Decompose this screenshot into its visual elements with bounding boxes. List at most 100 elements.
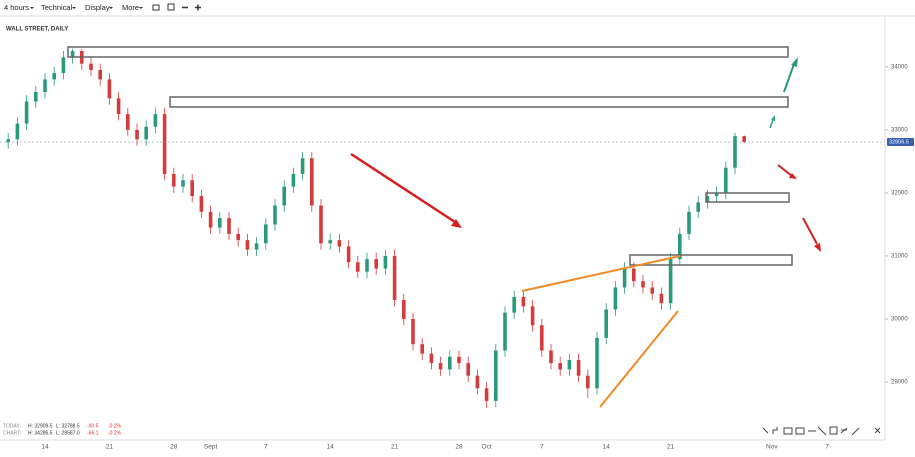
tool-close[interactable] [874,427,881,434]
x-tick-label: Sept [204,444,218,451]
candle-body [466,363,470,376]
candle-body [521,296,526,307]
tool-fib[interactable] [783,427,793,435]
zoom-in-icon[interactable] [195,4,201,11]
candle-body [254,243,259,250]
arrow-head [789,173,797,179]
candle-body [374,259,378,269]
candle-body [668,259,673,304]
info-label: TODAY: [3,423,21,429]
candle-body [70,51,75,58]
tool-cursor[interactable] [762,427,769,434]
zone-rectangle[interactable] [67,46,789,58]
y-tick-label: 30000 [891,317,908,323]
candle-body [586,375,590,389]
candle-body [567,359,572,370]
y-tick-label: 33000 [891,127,908,133]
candle-body [98,69,102,80]
tool-ray[interactable] [817,426,827,436]
candle-body [328,240,332,244]
candle-body [43,79,47,93]
candle-body [162,114,167,174]
candle-body [34,92,38,102]
candle-body [742,136,746,143]
x-tick-label: 21 [106,444,114,451]
candle-body [181,180,185,187]
candle-body [512,296,516,313]
candle-body [365,259,369,272]
candle-body [245,240,250,250]
candle-body [438,363,443,370]
candle-body [650,287,654,294]
candle-body [383,255,388,269]
arrow[interactable] [769,119,774,129]
display-menu[interactable]: Display [85,3,110,12]
tool-pitch[interactable] [840,427,848,434]
x-tick-label: 7 [264,444,268,451]
drawings [67,46,821,408]
candle-body [678,233,682,260]
toolbar: 4 hours Technical Display More [0,3,915,17]
info-change: -66.1 [87,430,99,436]
candle-body [135,129,139,140]
x-tick-label: 7 [825,444,829,451]
tool-grid[interactable] [795,427,805,435]
candle-body [264,224,268,244]
candle-body [227,218,231,234]
caret [72,7,76,9]
candle-body [714,192,719,197]
trend-line[interactable] [521,255,681,292]
candle-body [190,180,194,197]
info-pct: -0.2% [108,430,122,436]
candle-body [632,268,636,282]
info-change: -90.5 [87,423,99,429]
caret [30,7,34,9]
y-tick-label: 29000 [891,380,908,386]
candle-body [107,79,112,99]
candle-body [659,293,664,304]
arrow[interactable] [783,63,795,93]
zone-rectangle[interactable] [705,192,790,203]
info-label: CHART: [3,430,21,436]
tool-line[interactable] [851,427,860,436]
candle-body [494,350,498,401]
candle-body [337,240,342,247]
candle-body [116,98,121,115]
technical-menu[interactable]: Technical [41,3,73,12]
x-tick-label: Oct [482,444,492,451]
candle-body [705,196,710,203]
candle-body [126,114,130,130]
trend-line[interactable] [599,310,679,408]
arrow[interactable] [777,164,793,177]
zone-rectangle[interactable] [629,254,793,266]
zone-rectangle[interactable] [169,96,789,108]
tool-rect[interactable] [829,426,838,435]
candle-body [319,205,323,244]
candle-body [291,173,296,187]
arrow[interactable] [350,152,456,224]
timeframe-menu[interactable]: 4 hours [4,3,29,12]
candle-body [402,300,406,319]
candle-body [530,306,535,326]
candle-body [144,126,148,140]
candle-body [208,211,213,228]
candle-body [356,262,360,272]
candle-body [576,359,581,376]
arrow-head [791,57,798,67]
more-menu[interactable]: More [122,3,139,12]
candle-body [153,114,158,127]
candle-body [6,139,10,143]
x-tick-label: 21 [667,444,675,451]
arrow[interactable] [802,217,818,245]
candle-body [52,73,56,80]
candle-body [503,312,507,351]
open-icon[interactable] [152,4,160,11]
x-tick-label: 21 [391,444,399,451]
candle-body [61,57,66,74]
save-icon[interactable] [167,3,175,11]
info-low: L: 28587.0 [56,430,80,436]
info-pct: -0.2% [108,423,122,429]
candle-body [199,196,204,212]
arrow-head [771,115,775,121]
tool-step[interactable] [772,427,778,434]
